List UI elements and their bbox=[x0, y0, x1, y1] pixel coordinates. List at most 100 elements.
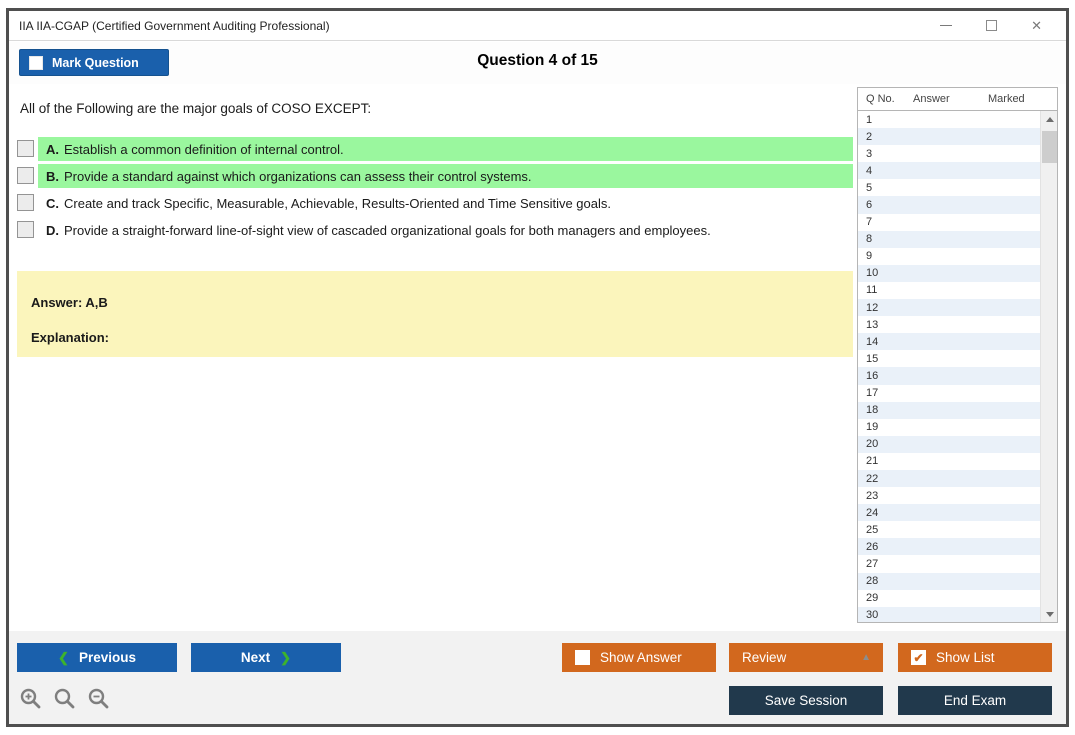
header-strip: Mark Question Question 4 of 15 bbox=[9, 42, 1066, 84]
list-item[interactable]: 24 bbox=[858, 504, 1040, 522]
zoom-controls bbox=[19, 687, 111, 711]
list-item[interactable]: 27 bbox=[866, 557, 879, 570]
list-item[interactable]: 11 bbox=[866, 284, 878, 297]
explanation-label: Explanation: bbox=[31, 330, 110, 345]
scroll-up-icon bbox=[1045, 116, 1054, 122]
end-exam-label: End Exam bbox=[943, 693, 1007, 708]
list-item[interactable]: 7 bbox=[866, 216, 873, 229]
list-item[interactable]: 13 bbox=[866, 318, 879, 331]
option-b[interactable]: B. Provide a standard against which orga… bbox=[17, 164, 853, 188]
column-qno: Q No. bbox=[866, 93, 895, 105]
list-item[interactable]: 2 bbox=[858, 128, 1040, 146]
next-button[interactable]: Next ❯ bbox=[191, 643, 341, 672]
option-a[interactable]: A. Establish a common definition of inte… bbox=[17, 137, 853, 161]
option-b-letter: B. bbox=[46, 168, 59, 184]
list-item[interactable]: 16 bbox=[858, 367, 1040, 385]
list-item[interactable]: 8 bbox=[858, 230, 1040, 248]
list-item[interactable]: 26 bbox=[858, 538, 1040, 556]
mark-question-label: Mark Question bbox=[52, 55, 139, 70]
list-item[interactable]: 10 bbox=[858, 264, 1040, 282]
chevron-up-icon: ▲ bbox=[861, 652, 871, 663]
list-item[interactable]: 15 bbox=[866, 352, 879, 365]
zoom-reset-icon[interactable] bbox=[53, 687, 77, 711]
next-label: Next bbox=[240, 650, 271, 665]
list-item[interactable]: 22 bbox=[858, 469, 1040, 488]
mark-question-button[interactable]: Mark Question bbox=[19, 49, 169, 76]
show-list-button[interactable]: ✔ Show List bbox=[898, 643, 1052, 672]
option-a-checkbox[interactable] bbox=[17, 140, 34, 157]
zoom-in-icon[interactable] bbox=[19, 687, 43, 711]
options-list: A. Establish a common definition of inte… bbox=[17, 137, 853, 242]
scroll-down-button[interactable] bbox=[1041, 606, 1057, 622]
question-list-scrollbar[interactable] bbox=[1040, 111, 1057, 622]
list-item[interactable]: 14 bbox=[858, 333, 1040, 351]
question-list-body: 1 2 3 4 5 6 7 8 9 10 11 12 13 14 15 16 17 18 19 20 21 22 23 24 2… bbox=[858, 111, 1040, 622]
option-a-letter: A. bbox=[46, 141, 59, 157]
scroll-down-icon bbox=[1045, 611, 1054, 617]
option-b-checkbox[interactable] bbox=[17, 167, 34, 184]
list-item[interactable]: 4 bbox=[858, 162, 1040, 180]
list-item[interactable]: 12 bbox=[858, 299, 1040, 317]
option-c-letter: C. bbox=[46, 195, 59, 211]
question-list-header: Q No. Answer Marked bbox=[857, 87, 1058, 110]
question-text: All of the Following are the major goals… bbox=[20, 101, 372, 116]
list-item[interactable]: 3 bbox=[866, 147, 873, 160]
list-item[interactable]: 29 bbox=[866, 592, 879, 605]
end-exam-button[interactable]: End Exam bbox=[898, 686, 1052, 715]
list-item[interactable]: 30 bbox=[858, 606, 1040, 622]
maximize-icon bbox=[986, 20, 998, 31]
window-controls: ✕ bbox=[940, 18, 1056, 34]
show-answer-label: Show Answer bbox=[600, 650, 682, 665]
option-d[interactable]: D. Provide a straight-forward line-of-si… bbox=[17, 218, 853, 242]
scroll-up-button[interactable] bbox=[1041, 111, 1057, 127]
question-list: 1 2 3 4 5 6 7 8 9 10 11 12 13 14 15 16 17 18 19 20 21 22 23 24 2… bbox=[857, 110, 1058, 623]
list-item[interactable]: 20 bbox=[858, 435, 1040, 453]
close-icon: ✕ bbox=[1031, 17, 1042, 33]
save-session-button[interactable]: Save Session bbox=[729, 686, 883, 715]
review-button[interactable]: Review ▲ bbox=[729, 643, 883, 672]
list-item[interactable]: 9 bbox=[866, 250, 873, 263]
mark-question-checkbox-icon bbox=[29, 55, 43, 70]
list-item[interactable]: 17 bbox=[866, 387, 879, 400]
answer-text: Answer: A,B bbox=[31, 295, 108, 310]
show-list-checkbox-icon: ✔ bbox=[911, 650, 926, 665]
list-item[interactable]: 1 bbox=[866, 113, 873, 126]
list-item[interactable]: 5 bbox=[866, 181, 873, 194]
list-item[interactable]: 21 bbox=[866, 455, 879, 468]
close-button[interactable]: ✕ bbox=[1031, 18, 1042, 34]
save-session-label: Save Session bbox=[764, 693, 848, 708]
option-d-letter: D. bbox=[46, 222, 59, 238]
show-answer-button[interactable]: Show Answer bbox=[562, 643, 716, 672]
review-label: Review bbox=[742, 650, 787, 665]
previous-button[interactable]: ❮ Previous bbox=[17, 643, 177, 672]
answer-panel: Answer: A,B Explanation: bbox=[17, 271, 853, 357]
column-marked: Marked bbox=[988, 93, 1025, 105]
footer-bar: ❮ Previous Next ❯ Show Answer Review ▲ ✔… bbox=[9, 631, 1066, 724]
show-list-label: Show List bbox=[936, 650, 995, 665]
chevron-right-icon: ❯ bbox=[280, 649, 292, 665]
option-c[interactable]: C. Create and track Specific, Measurable… bbox=[17, 191, 853, 215]
zoom-out-icon[interactable] bbox=[87, 687, 111, 711]
option-d-checkbox[interactable] bbox=[17, 221, 34, 238]
list-item[interactable]: 28 bbox=[858, 572, 1040, 590]
question-counter: Question 4 of 15 bbox=[477, 52, 598, 69]
previous-label: Previous bbox=[78, 650, 136, 665]
list-item[interactable]: 23 bbox=[866, 489, 879, 502]
option-b-text: Provide a standard against which organiz… bbox=[64, 168, 532, 184]
show-answer-checkbox-icon bbox=[575, 650, 590, 665]
chevron-left-icon: ❮ bbox=[58, 649, 69, 665]
option-c-checkbox[interactable] bbox=[17, 194, 34, 211]
minimize-icon bbox=[940, 25, 953, 26]
scrollbar-thumb[interactable] bbox=[1042, 131, 1057, 163]
maximize-button[interactable] bbox=[986, 20, 998, 31]
title-bar: IIA IIA-CGAP (Certified Government Audit… bbox=[9, 11, 1066, 41]
window-title: IIA IIA-CGAP (Certified Government Audit… bbox=[19, 18, 330, 33]
list-item[interactable]: 18 bbox=[858, 401, 1040, 419]
minimize-button[interactable] bbox=[940, 25, 953, 26]
list-item[interactable]: 25 bbox=[866, 523, 879, 536]
list-item[interactable]: 19 bbox=[866, 421, 879, 434]
column-answer: Answer bbox=[913, 93, 950, 105]
list-item[interactable]: 6 bbox=[858, 196, 1040, 214]
option-c-text: Create and track Specific, Measurable, A… bbox=[64, 195, 611, 211]
exam-window: IIA IIA-CGAP (Certified Government Audit… bbox=[6, 8, 1069, 727]
